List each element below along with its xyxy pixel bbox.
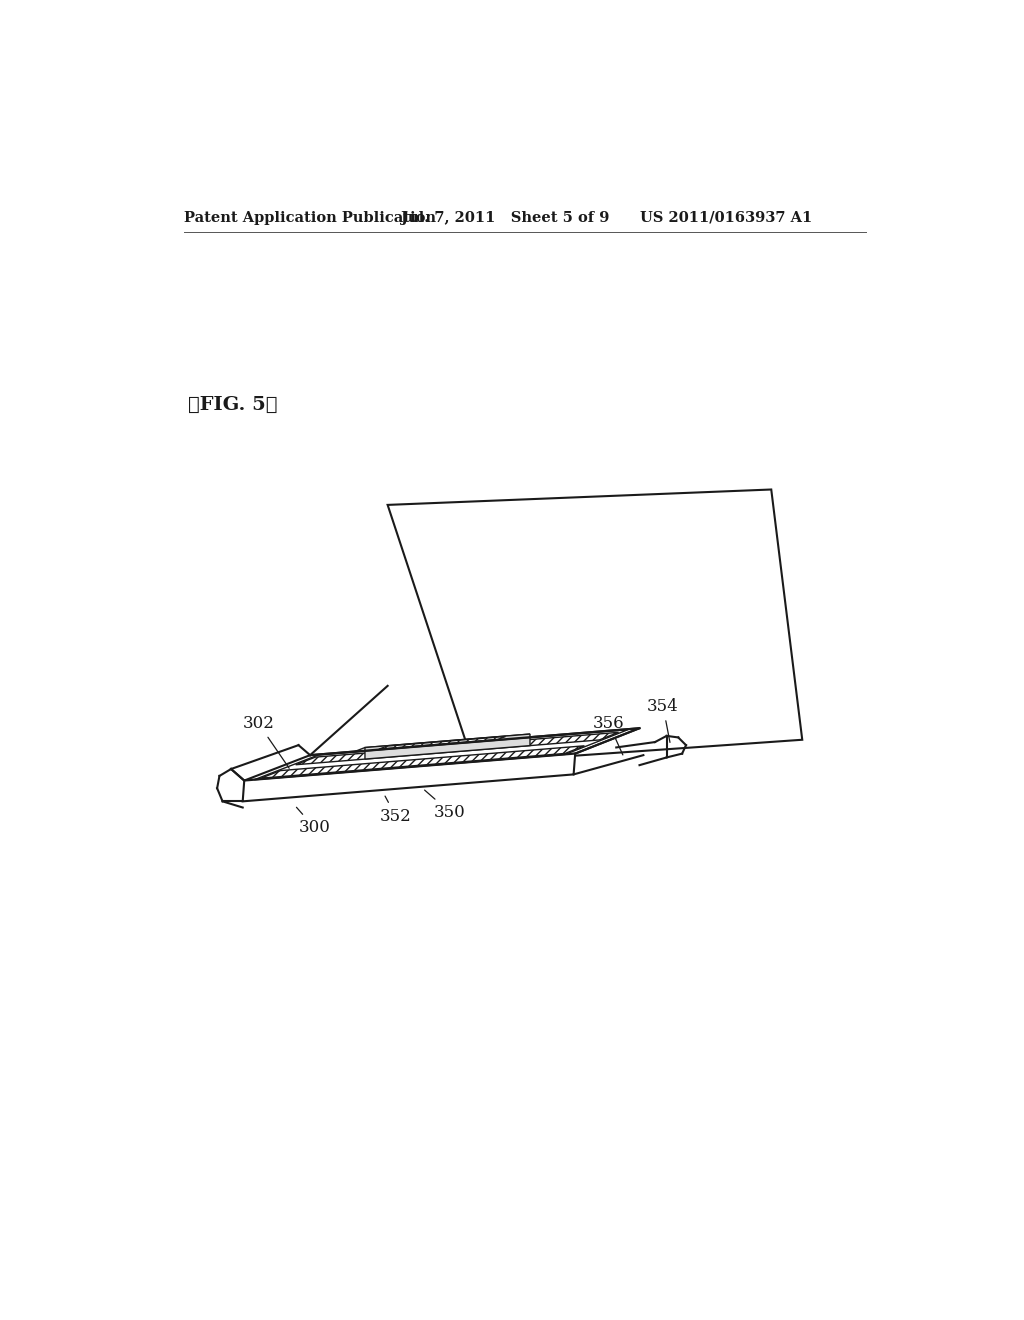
Polygon shape <box>245 729 640 780</box>
Text: 302: 302 <box>243 715 289 768</box>
Text: US 2011/0163937 A1: US 2011/0163937 A1 <box>640 211 812 224</box>
Polygon shape <box>296 733 618 764</box>
Text: Patent Application Publication: Patent Application Publication <box>183 211 436 224</box>
Text: 356: 356 <box>593 715 625 755</box>
Polygon shape <box>261 746 585 779</box>
Polygon shape <box>388 490 802 763</box>
Polygon shape <box>354 734 530 751</box>
Polygon shape <box>365 734 530 759</box>
Text: 350: 350 <box>425 791 466 821</box>
Polygon shape <box>243 754 575 801</box>
Text: 【FIG. 5】: 【FIG. 5】 <box>188 396 278 413</box>
Text: Jul. 7, 2011   Sheet 5 of 9: Jul. 7, 2011 Sheet 5 of 9 <box>400 211 609 224</box>
Text: 354: 354 <box>647 698 679 742</box>
Polygon shape <box>379 737 506 750</box>
Text: 352: 352 <box>380 796 412 825</box>
Text: 300: 300 <box>297 808 331 836</box>
